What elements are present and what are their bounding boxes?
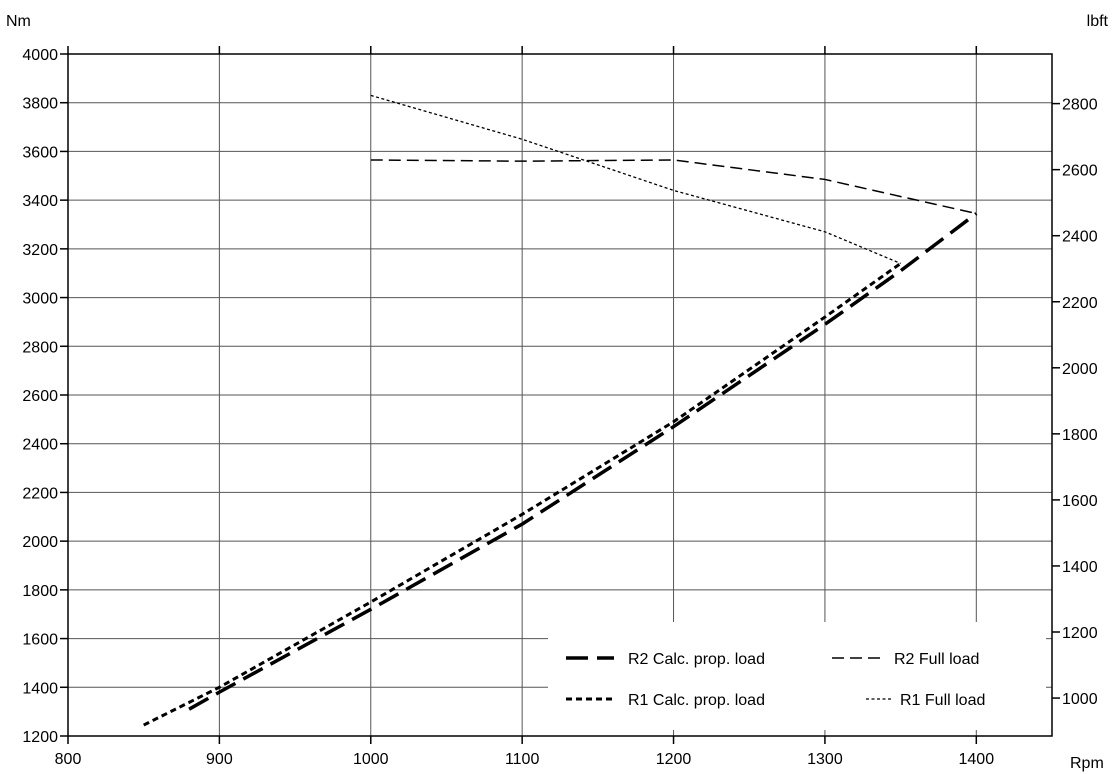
series-line-3 <box>143 262 902 727</box>
y-tick-label: 1400 <box>22 680 58 697</box>
plot-frame <box>67 53 1053 737</box>
series-lines <box>143 94 978 727</box>
series-line-1 <box>188 212 978 711</box>
y-tick-label: 3000 <box>22 291 58 308</box>
y-tick-label: 1800 <box>22 583 58 600</box>
y-tick-label: 2800 <box>22 339 58 356</box>
y-tick-label: 4000 <box>22 47 58 64</box>
y2-tick-label: 2200 <box>1062 295 1098 312</box>
y2-tick-label: 2000 <box>1062 361 1098 378</box>
y2-axis-unit: lbft <box>1087 13 1109 30</box>
x-tick-label: 900 <box>206 751 233 768</box>
y2-tick-label: 1600 <box>1062 493 1098 510</box>
legend-label-1: R2 Calc. prop. load <box>628 651 765 668</box>
y2-tick-label: 1200 <box>1062 625 1098 642</box>
legend: R2 Calc. prop. load R2 Full load R1 Calc. … <box>548 622 1046 730</box>
x-axis-unit: Rpm <box>1070 755 1104 772</box>
x-tick-labels: 800 900 1000 1100 1200 1300 1400 <box>55 751 995 768</box>
legend-label-3: R1 Calc. prop. load <box>628 692 765 709</box>
legend-background <box>548 622 1046 730</box>
series-line-4 <box>370 94 901 265</box>
y-tick-label: 1200 <box>22 729 58 746</box>
y2-tick-label: 2800 <box>1062 97 1098 114</box>
y2-tick-label: 1400 <box>1062 559 1098 576</box>
y-tick-label: 3800 <box>22 96 58 113</box>
y2-tick-labels: 1000 1200 1400 1600 1800 2000 2200 2400 2600 2800 <box>1062 97 1098 708</box>
x-tick-label: 1300 <box>807 751 843 768</box>
y-tick-label: 1600 <box>22 632 58 649</box>
y2-tick-label: 1800 <box>1062 427 1098 444</box>
legend-label-2: R2 Full load <box>894 651 979 668</box>
x-tick-label: 800 <box>55 751 82 768</box>
y-tick-label: 2200 <box>22 485 58 502</box>
y2-tick-label: 1000 <box>1062 691 1098 708</box>
y-axis-unit: Nm <box>6 13 31 30</box>
series-line-2 <box>370 159 977 215</box>
y2-tick-label: 2600 <box>1062 163 1098 180</box>
x-tick-label: 1200 <box>656 751 692 768</box>
y-tick-labels: 1200 1400 1600 1800 2000 2200 2400 2600 2800 3000… <box>22 47 58 746</box>
x-tick-label: 1000 <box>353 751 389 768</box>
y-tick-label: 2000 <box>22 534 58 551</box>
y-tick-label: 3600 <box>22 144 58 161</box>
y-tick-label: 3200 <box>22 242 58 259</box>
y-tick-label: 2600 <box>22 388 58 405</box>
y-tick-label: 2400 <box>22 437 58 454</box>
y-tick-label: 3400 <box>22 193 58 210</box>
x-tick-label: 1400 <box>959 751 995 768</box>
legend-label-4: R1 Full load <box>900 692 985 709</box>
y2-tick-label: 2400 <box>1062 229 1098 246</box>
x-tick-label: 1100 <box>505 751 540 768</box>
